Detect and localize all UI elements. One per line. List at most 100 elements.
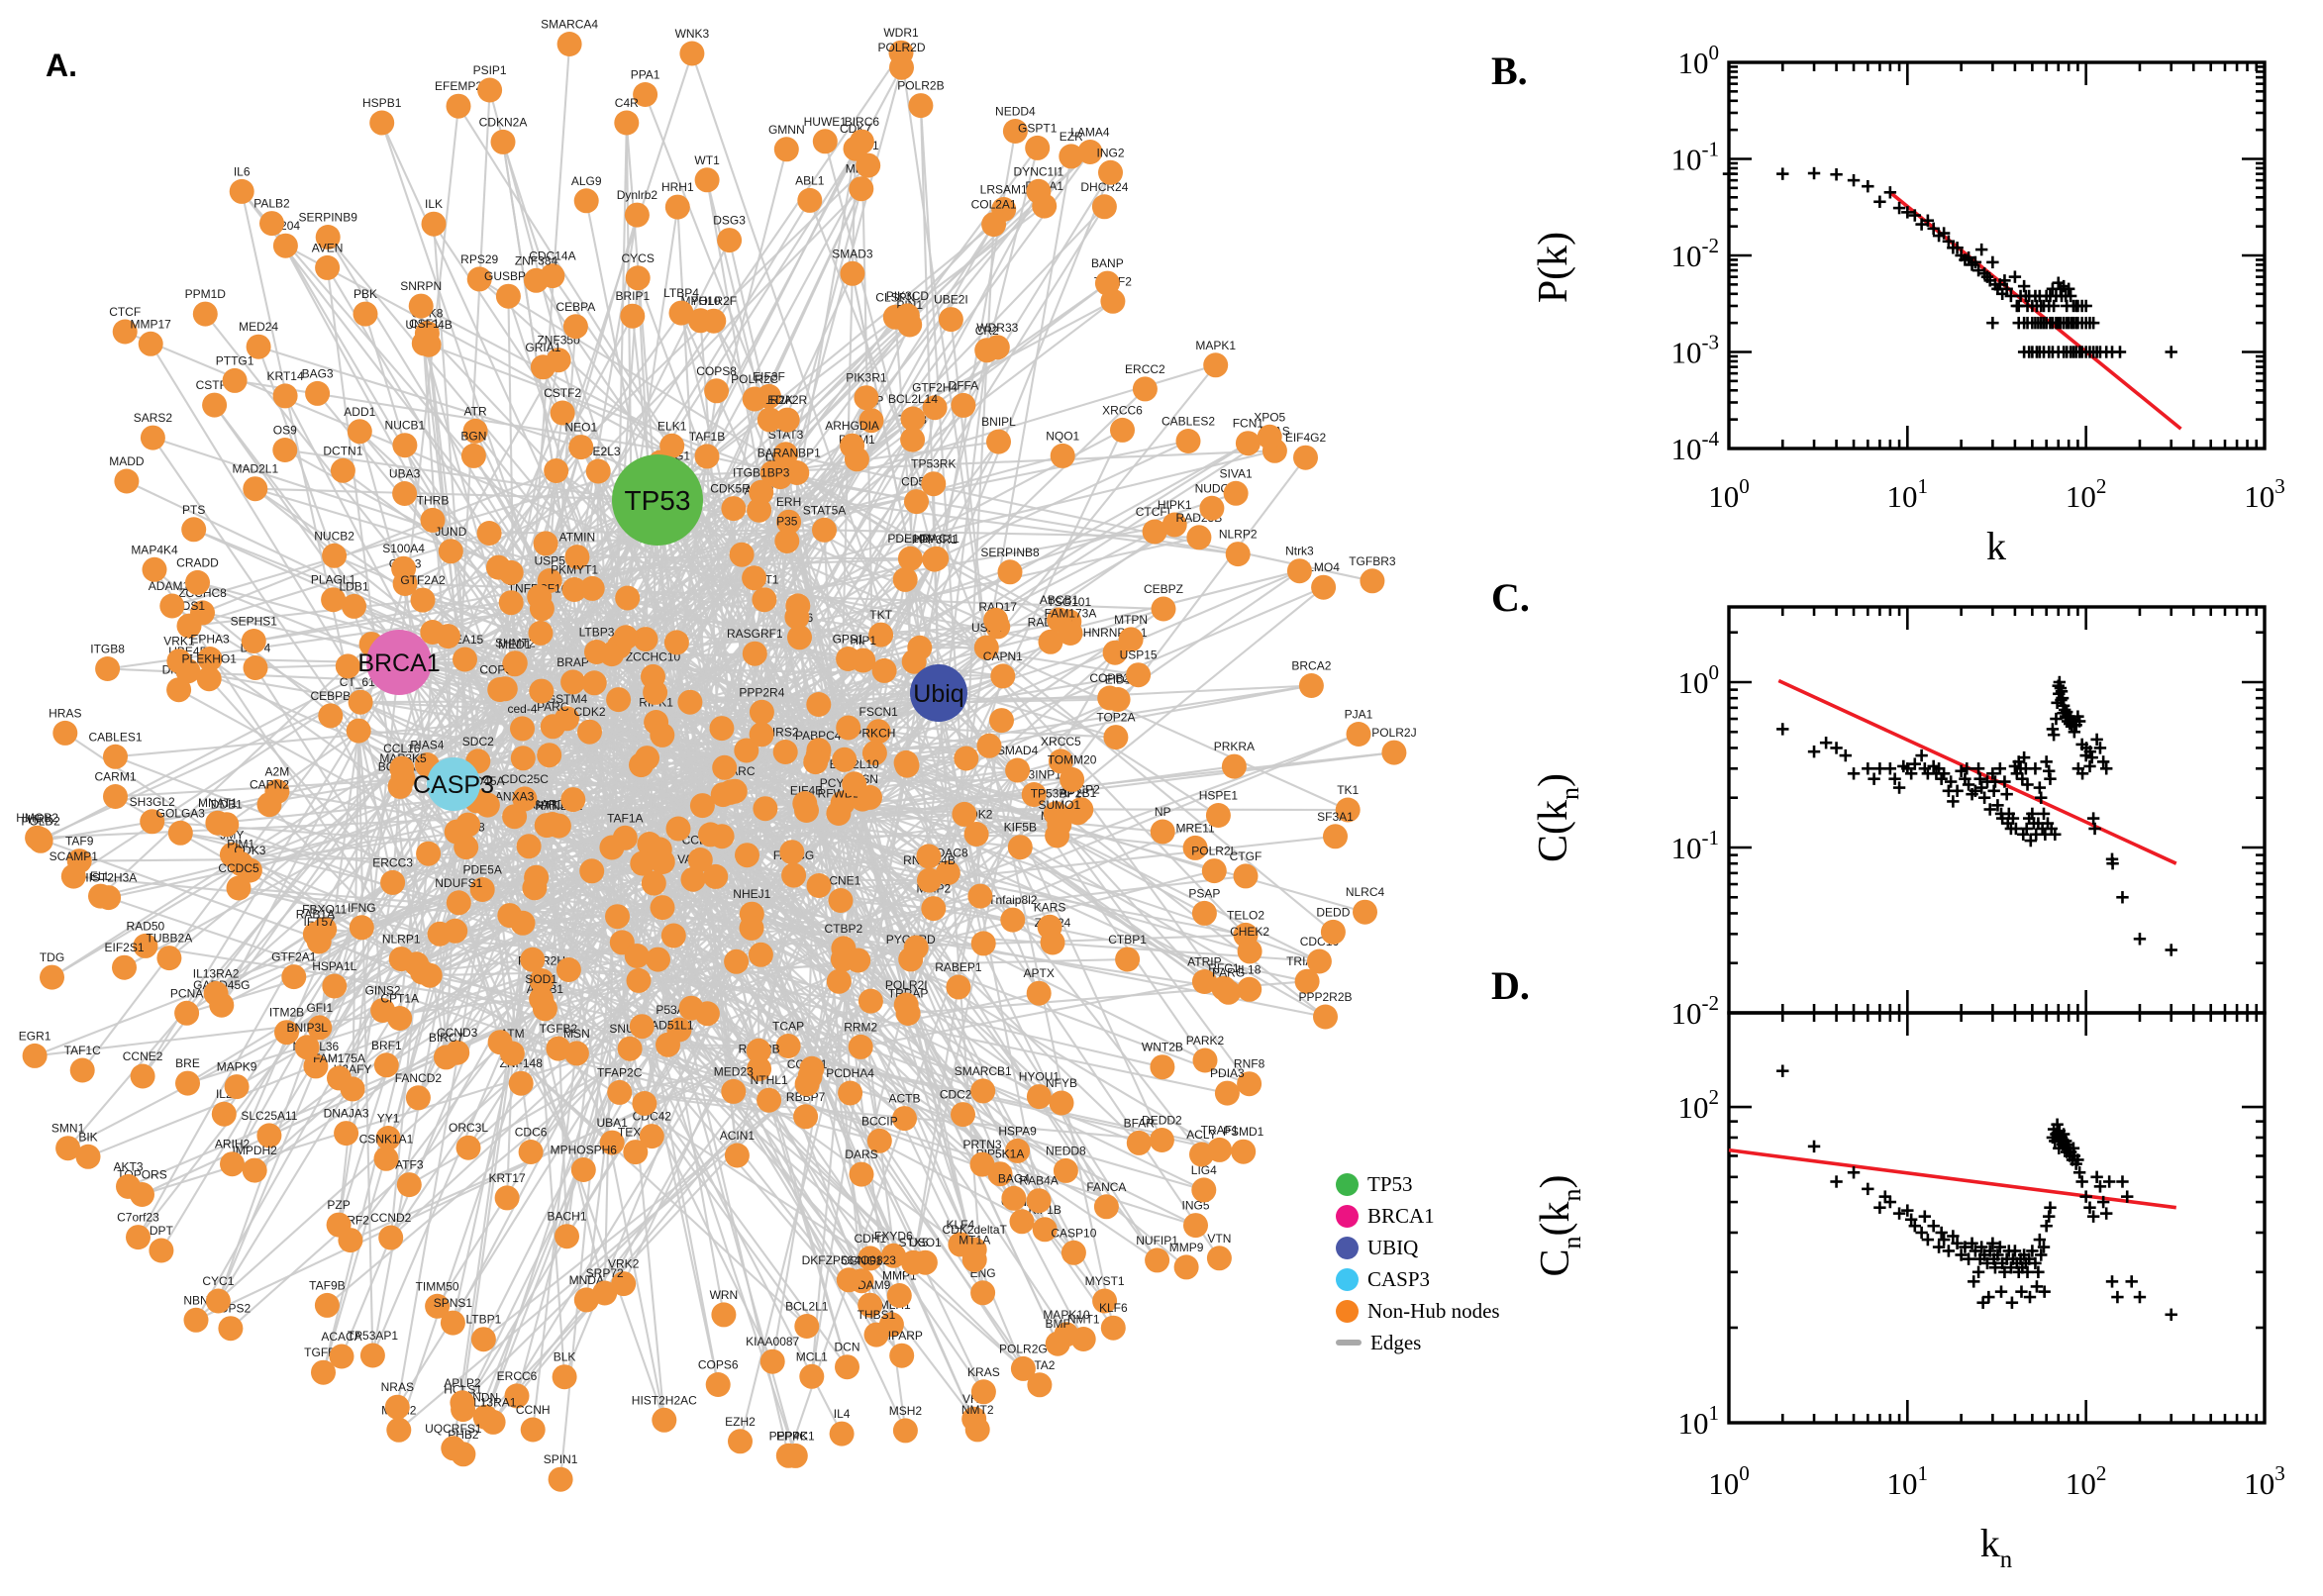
gene-label: STX5	[898, 1236, 928, 1249]
tick-label: 101	[1887, 474, 1929, 514]
network-node	[446, 93, 471, 119]
network-node	[196, 666, 222, 692]
gene-label: THBS1	[858, 1308, 896, 1322]
network-node	[474, 792, 500, 818]
gene-label: ERH	[776, 495, 801, 509]
gene-label: ced-4	[507, 702, 537, 716]
gene-label: POLR2J	[1371, 726, 1416, 740]
network-node	[1091, 194, 1117, 220]
gene-label: WT1	[694, 153, 720, 167]
network-node	[504, 1383, 530, 1409]
gene-label: PJA1	[1345, 708, 1373, 722]
network-node	[774, 529, 800, 553]
gene-label: PPP3R1	[912, 533, 958, 547]
casp3-dot-icon	[1336, 1267, 1359, 1291]
network-node	[159, 593, 185, 619]
network-node	[1294, 968, 1320, 994]
network-node	[103, 784, 128, 809]
network-node	[330, 457, 355, 483]
network-node	[1007, 835, 1033, 860]
network-node	[917, 867, 942, 893]
gene-label: CCNH	[516, 1403, 551, 1417]
gene-label: HRAS	[49, 706, 81, 720]
gene-label: HUWE1	[804, 115, 848, 129]
network-node	[935, 860, 960, 886]
gene-label: MTPN	[1114, 613, 1148, 627]
network-node	[922, 395, 948, 421]
network-node	[694, 1001, 720, 1027]
gene-label: NFYB	[1046, 1076, 1077, 1090]
gene-label: PRKRA	[1214, 740, 1255, 753]
gene-label: PDE10A	[887, 532, 933, 546]
gene-label: IL13RA1	[470, 1395, 517, 1409]
network-node	[851, 648, 876, 673]
network-node	[892, 1106, 917, 1132]
network-node	[774, 407, 800, 433]
gene-label: IL13RA2	[193, 966, 240, 980]
gene-label: CDH1	[854, 1232, 886, 1246]
gene-label: BGN	[460, 429, 486, 443]
gene-label: UBA3	[389, 467, 421, 481]
gene-label: UBA1	[597, 1116, 629, 1130]
network-node	[633, 82, 658, 107]
gene-label: EIF4G2	[1285, 431, 1327, 445]
gene-label: ACTB	[888, 1092, 920, 1106]
network-node	[1100, 1315, 1126, 1341]
gene-label: WRN	[710, 1288, 739, 1302]
network-node	[970, 1078, 996, 1104]
gene-label: ADD1	[344, 405, 375, 419]
network-node	[889, 1343, 915, 1368]
network-node	[1032, 1217, 1058, 1243]
gene-label: S100A4	[382, 542, 425, 555]
network-node	[963, 822, 989, 847]
network-node	[689, 793, 715, 819]
gene-label: GSPT1	[1018, 121, 1058, 135]
network-node	[829, 1421, 855, 1446]
network-node	[625, 265, 651, 291]
network-node	[176, 613, 202, 639]
legend-item-nonhub: Non-Hub nodes	[1336, 1295, 1500, 1327]
network-node	[60, 863, 86, 889]
gene-label: ADAM17	[149, 579, 196, 593]
network-node	[140, 425, 165, 450]
axis-ticks	[1727, 607, 2267, 1015]
network-node	[166, 648, 192, 674]
network-node	[1094, 270, 1120, 296]
legend-item-brca1: BRCA1	[1336, 1200, 1500, 1232]
network-node	[624, 202, 650, 228]
network-node	[641, 870, 666, 896]
network-node	[1049, 1090, 1074, 1116]
network-node	[611, 1271, 637, 1297]
gene-label: TAF9	[65, 835, 94, 848]
gene-label: SMAD4	[997, 744, 1039, 757]
network-node	[848, 1034, 873, 1059]
gene-label: SIVA1	[1220, 466, 1253, 480]
network-node	[886, 1283, 912, 1308]
network-node	[698, 822, 723, 848]
network-node	[205, 1288, 231, 1314]
gene-label: CCL16	[383, 742, 421, 755]
network-node	[1092, 1288, 1118, 1314]
gene-label: RBBP7	[786, 1090, 826, 1104]
gene-label: NDUFS1	[435, 876, 482, 890]
network-node	[973, 635, 999, 660]
network-node	[315, 254, 341, 280]
gene-label: PIK3R1	[846, 371, 887, 385]
network-node	[865, 719, 891, 745]
network-node	[1005, 1138, 1031, 1163]
gene-label: ATRIP	[1187, 955, 1221, 969]
network-node	[502, 650, 528, 676]
gene-label: CDK5R1	[710, 482, 758, 496]
network-node	[69, 1057, 95, 1083]
gene-label: HIST2H2AC	[632, 1393, 697, 1407]
network-node	[306, 929, 332, 954]
network-node	[534, 813, 559, 839]
network-node	[989, 708, 1014, 734]
gene-label: HSPA9	[998, 1124, 1037, 1138]
network-node	[149, 1238, 174, 1263]
gene-label: GTF2A1	[271, 950, 317, 964]
network-node	[739, 915, 764, 941]
plot-d: 102 101 100 101 102 103 Cn​(kn​) kn​	[1533, 1011, 2285, 1573]
network-node	[443, 918, 468, 944]
axis-ticks	[1727, 60, 2267, 450]
